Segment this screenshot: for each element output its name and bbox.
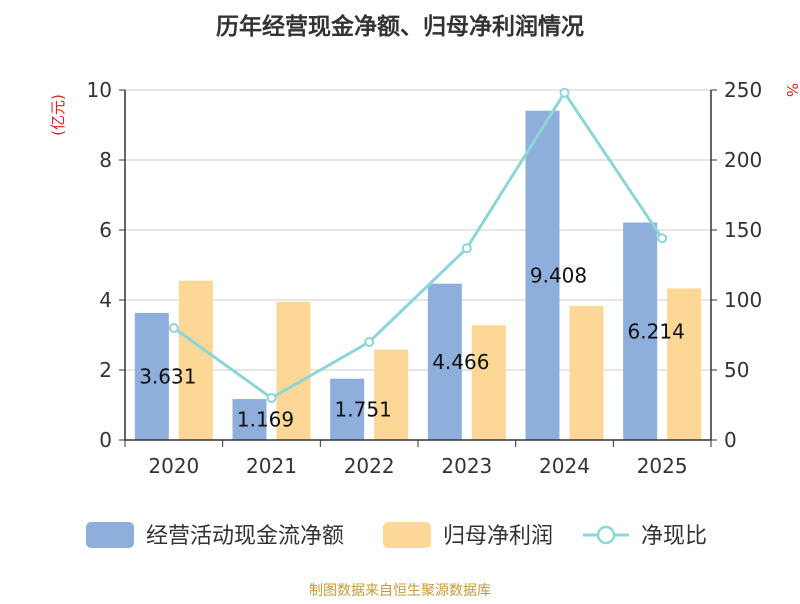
legend-label-net-profit: 归母净利润 [443,524,553,549]
ratio-line [172,90,664,400]
net-profit-bar [178,280,213,440]
legend-label-cash-flow: 经营活动现金流净额 [146,524,344,549]
right-tick-label: 0 [724,428,737,452]
grid-layer [125,89,711,371]
left-tick-label: 8 [99,148,112,172]
left-tick-label: 0 [99,428,112,452]
right-tick-label: 150 [724,218,762,242]
ratio-point [168,323,179,333]
x-tick-label: 2025 [637,454,688,478]
right-tick-label: 200 [724,148,762,172]
legend-label-ratio: 净现比 [641,524,707,549]
net-profit-bar [374,349,409,440]
left-tick-label: 6 [99,218,112,242]
cash-flow-bar [623,222,658,440]
x-tick-label: 2023 [441,454,492,478]
chart-title: 历年经营现金净额、归母净利润情况 [216,13,584,40]
x-tick-label: 2024 [539,454,590,478]
net-profit-bar [276,301,311,440]
right-tick-label: 250 [724,78,762,102]
legend-layer: 经营活动现金流净额 归母净利润 净现比 [86,522,707,549]
legend-swatch-cash-flow [86,522,134,548]
right-tick-label: 100 [724,288,762,312]
cash-flow-data-label: 4.466 [432,350,489,374]
line-layer [168,87,668,403]
legend-swatch-net-profit [383,522,431,548]
cash-flow-bar [427,283,462,440]
cash-flow-bar [525,110,560,440]
ratio-point [657,233,668,244]
cash-flow-data-label: 3.631 [139,364,196,388]
cash-flow-bar [134,312,169,440]
right-tick-label: 50 [724,358,749,382]
left-tick-label: 4 [99,288,112,312]
left-axis-unit: (亿元) [49,94,67,136]
legend-marker-ratio [596,525,616,545]
cash-flow-data-label: 6.214 [628,319,685,343]
cash-flow-data-label: 1.751 [335,397,392,421]
right-axis-unit: % [783,83,800,97]
net-profit-bar [569,305,604,440]
bar-layer [134,110,702,440]
left-tick-label: 10 [87,78,112,102]
x-tick-label: 2022 [344,454,395,478]
cash-flow-data-label: 9.408 [530,263,587,287]
net-profit-bar [471,325,506,440]
x-tick-label: 2020 [148,454,199,478]
ratio-point [266,393,277,403]
x-tick-label: 2021 [246,454,297,478]
net-profit-bar [667,288,702,440]
ratio-point [364,337,375,347]
ratio-point [461,243,472,254]
label-layer: 3.631 1.169 1.751 4.466 9.408 6.214 [139,263,685,431]
ratio-point [559,87,570,98]
cash-flow-bar [330,378,365,440]
cash-flow-bar [232,399,267,440]
left-tick-label: 2 [99,358,112,382]
source-note: 制图数据来自恒生聚源数据库 [309,583,491,599]
cash-flow-data-label: 1.169 [237,408,294,432]
